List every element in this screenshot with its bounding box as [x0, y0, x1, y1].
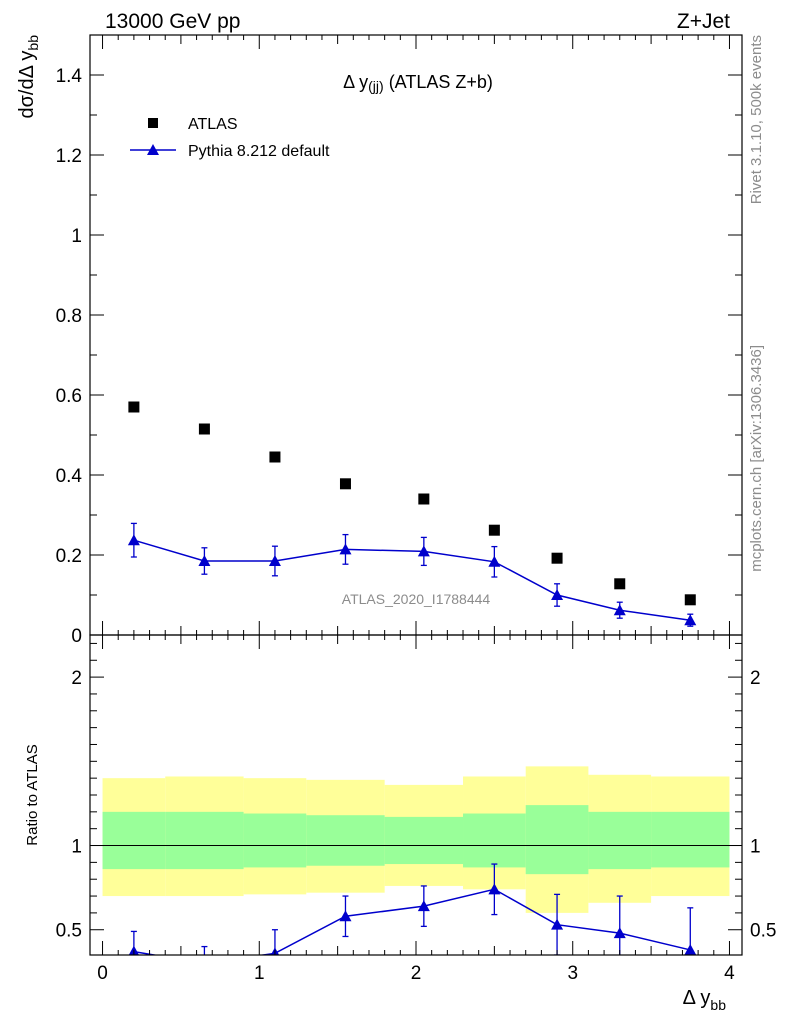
pythia-point [551, 589, 564, 600]
process-label: Z+Jet [677, 10, 730, 33]
ratio-xtick-label: 4 [724, 963, 735, 984]
ratio-green-band [463, 813, 526, 868]
ratio-point [684, 943, 697, 955]
ratio-ytick-label-right: 2 [750, 668, 761, 689]
main-ytick-label: 0.4 [56, 466, 83, 487]
ratio-point [613, 927, 626, 939]
atlas-point [269, 451, 281, 463]
rivet-label: Rivet 3.1.10, 500k events [748, 35, 765, 204]
ratio-xlabel: Δ ybb [683, 987, 727, 1013]
ratio-ytick-label-right: 0.5 [750, 921, 776, 942]
pythia-point [198, 555, 211, 566]
ratio-ytick-label-right: 1 [750, 837, 761, 858]
main-ytick-label: 0.6 [56, 386, 82, 407]
atlas-point [684, 594, 696, 606]
title-main: Δ y [343, 72, 368, 92]
ylabel-sub: bb [25, 35, 41, 51]
main-panel: Δ y(jj) (ATLAS Z+b) dσ/dΔ ybb ATLAS_2020… [16, 34, 743, 647]
legend-pythia-marker [147, 144, 159, 155]
ylabel-main: dσ/dΔ y [16, 51, 38, 119]
pythia-point [684, 614, 697, 626]
ratio-green-band [651, 811, 730, 868]
ratio-green-band [243, 813, 307, 868]
ratio-xtick-label: 1 [254, 963, 265, 984]
atlas-point [551, 552, 563, 564]
ratio-green-band [306, 815, 385, 866]
pythia-point [613, 604, 626, 616]
main-plot-title: Δ y(jj) (ATLAS Z+b) [343, 72, 493, 94]
pythia-line [133, 539, 691, 621]
main-ytick-label: 0.8 [56, 306, 82, 327]
ratio-ytick-label-left: 2 [71, 668, 82, 689]
atlas-point [128, 401, 140, 413]
ratio-panel: 0.5 0.5 1 1 2 2 0 1 2 3 4 Ratio to ATLAS Δ ybb [24, 634, 776, 1013]
analysis-watermark: ATLAS_2020_I1788444 [342, 591, 491, 607]
ratio-frame [89, 634, 743, 956]
ratio-ytick-label-left: 1 [71, 837, 82, 858]
ratio-point [339, 910, 352, 922]
main-ytick-label: 0.2 [56, 546, 82, 567]
main-ylabel: dσ/dΔ ybb [16, 35, 41, 119]
ratio-xtick-label: 2 [411, 963, 422, 984]
xlabel-main: Δ y [683, 987, 711, 1009]
ratio-point [417, 900, 430, 912]
ratio-point [551, 918, 564, 930]
main-ytick-label: 1 [71, 226, 82, 247]
atlas-point [339, 478, 351, 490]
ratio-green-band [525, 805, 589, 875]
ratio-xtick-label: 0 [97, 963, 108, 984]
main-ytick-label: 1.2 [56, 146, 82, 167]
ratio-series-group [128, 863, 697, 968]
legend-atlas-label: ATLAS [188, 116, 238, 133]
ratio-green-band [384, 816, 464, 865]
ratio-green-band [102, 811, 166, 870]
ratio-green-band [165, 811, 244, 870]
pythia-point [488, 555, 501, 567]
main-ytick-label: 0 [71, 626, 82, 647]
legend-pythia-label: Pythia 8.212 default [188, 143, 330, 160]
atlas-point [488, 524, 500, 536]
mcplots-label: mcplots.cern.ch [arXiv:1306.3436] [748, 345, 765, 572]
atlas-point [614, 578, 626, 590]
ratio-ytick-label-left: 0.5 [56, 921, 82, 942]
main-ytick-label: 1.4 [56, 66, 83, 87]
ratio-ylabel: Ratio to ATLAS [24, 744, 41, 845]
pythia-point [339, 543, 352, 555]
ratio-xtick-label: 3 [567, 963, 578, 984]
ratio-green-band [588, 811, 652, 870]
energy-label: 13000 GeV pp [105, 10, 240, 33]
pythia-point [417, 545, 430, 557]
atlas-point [418, 493, 430, 505]
pythia-point [127, 534, 140, 546]
ratio-point [488, 883, 501, 895]
pythia-point [268, 555, 281, 566]
atlas-point [198, 423, 210, 435]
ratio-point [198, 957, 210, 968]
title-rest: (ATLAS Z+b) [384, 72, 493, 92]
legend-atlas-marker [148, 118, 158, 128]
xlabel-sub: bb [710, 997, 726, 1013]
title-sub: (jj) [368, 78, 384, 94]
